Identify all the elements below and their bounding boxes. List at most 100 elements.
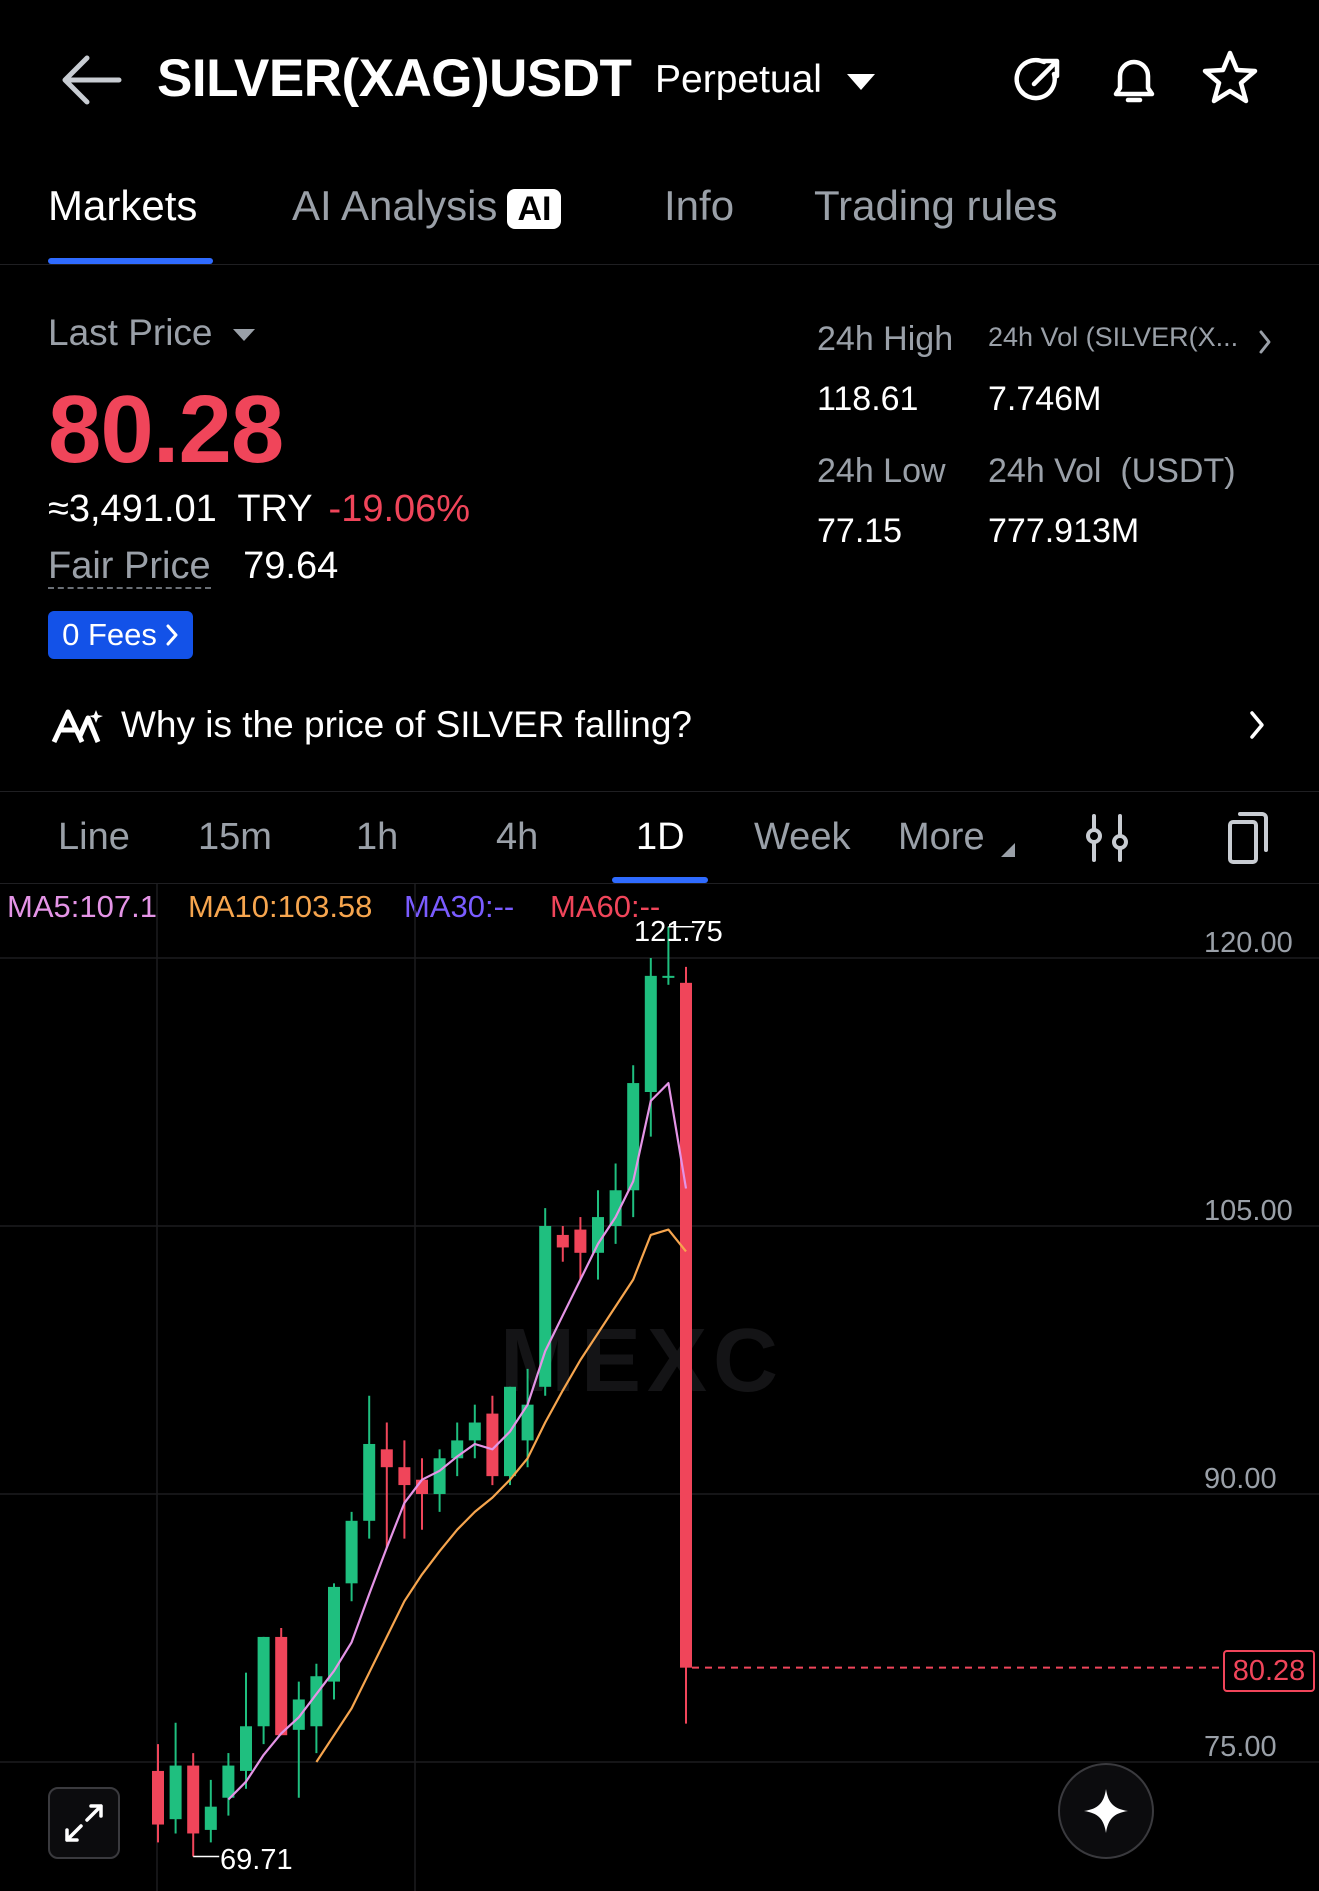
- tf-more[interactable]: More: [898, 816, 1017, 859]
- ma5-line: [227, 1081, 688, 1801]
- candle-body: [644, 975, 657, 1092]
- high-value: 118.61: [817, 380, 919, 418]
- candle-body: [328, 1586, 340, 1682]
- tab-info[interactable]: Info: [664, 182, 735, 229]
- tf-more-label: More: [898, 816, 985, 858]
- candle-body: [363, 1443, 376, 1521]
- candlestick-chart[interactable]: [0, 884, 1319, 1891]
- contract-type-label: Perpetual: [655, 58, 822, 101]
- ai-assistant-button[interactable]: [1058, 1763, 1154, 1859]
- candle-body: [222, 1765, 235, 1798]
- candle-body: [240, 1726, 252, 1771]
- caret-down-icon: [232, 329, 255, 342]
- fair-price-value: 79.64: [243, 545, 339, 587]
- tf-line[interactable]: Line: [58, 816, 130, 858]
- candle-body: [486, 1413, 499, 1477]
- layout-toggle-button[interactable]: [1224, 810, 1270, 871]
- price-approx: ≈3,491.01: [48, 488, 217, 530]
- tf-week[interactable]: Week: [754, 816, 851, 858]
- tf-1d[interactable]: 1D: [636, 816, 685, 858]
- candle-body: [574, 1229, 587, 1253]
- tf-4h[interactable]: 4h: [496, 816, 539, 858]
- active-tab-indicator: [48, 258, 213, 264]
- candle-body: [398, 1467, 411, 1486]
- candle-body: [609, 1190, 622, 1226]
- last-price-label: Last Price: [48, 312, 213, 353]
- favorite-button[interactable]: [1198, 46, 1262, 110]
- candle-body: [169, 1765, 182, 1820]
- candle-body: [380, 1449, 393, 1468]
- tf-15m[interactable]: 15m: [198, 816, 272, 858]
- candle-body: [468, 1422, 481, 1441]
- candle-body: [292, 1699, 305, 1730]
- ma30-label: MA30:--: [404, 889, 515, 924]
- candle-body: [662, 975, 675, 978]
- fair-price-row: Fair Price 79.64: [48, 545, 339, 589]
- corner-caret-icon: [1001, 843, 1016, 857]
- active-timeframe-indicator: [612, 877, 708, 883]
- y-tick-90: 90.00: [1204, 1463, 1277, 1495]
- contract-type-dropdown[interactable]: Perpetual: [655, 58, 877, 102]
- candle-body: [257, 1636, 270, 1727]
- pair-title[interactable]: SILVER(XAG)USDT: [157, 49, 632, 108]
- price-currency: TRY: [237, 488, 312, 530]
- question-divider: [0, 791, 1319, 792]
- y-tick-105: 105.00: [1204, 1195, 1293, 1227]
- fair-price-label[interactable]: Fair Price: [48, 545, 211, 589]
- vol-usdt-value: 777.913M: [988, 512, 1140, 550]
- candle-body: [204, 1806, 217, 1830]
- alert-button[interactable]: [1102, 48, 1166, 112]
- sparkle-icon: [1084, 1789, 1128, 1833]
- vol-base-label: 24h Vol (SILVER(X...: [988, 322, 1239, 352]
- tab-trading-rules[interactable]: Trading rules: [814, 182, 1058, 229]
- device-rotate-icon: [1228, 812, 1268, 864]
- chevron-right-icon: [1250, 711, 1264, 739]
- candle-body: [275, 1636, 288, 1736]
- candle-body: [627, 1083, 640, 1191]
- price-change: -19.06%: [328, 488, 471, 530]
- indicator-settings-button[interactable]: [1082, 812, 1132, 869]
- low-value: 77.15: [817, 512, 903, 550]
- star-icon: [1202, 50, 1258, 104]
- share-icon: [1014, 57, 1060, 101]
- low-label: 24h Low: [817, 452, 946, 490]
- price-conversion: ≈3,491.01 TRY -19.06%: [48, 488, 470, 531]
- ai-question-text: Why is the price of SILVER falling?: [121, 704, 693, 745]
- candle-body: [521, 1404, 534, 1441]
- candle-body: [433, 1458, 446, 1494]
- candle-body: [187, 1765, 200, 1834]
- tab-ai-analysis-label: AI Analysis: [292, 182, 498, 229]
- candle-body: [345, 1520, 358, 1584]
- vol-base-value: 7.746M: [988, 380, 1102, 418]
- high-label: 24h High: [817, 320, 954, 358]
- timeframe-divider: [0, 883, 1319, 884]
- back-arrow-icon: [62, 55, 122, 105]
- fees-label: 0 Fees: [62, 617, 157, 652]
- tabs-divider: [0, 264, 1319, 265]
- vol-usdt-label: 24h Vol (USDT): [988, 452, 1236, 490]
- ma10-label: MA10:103.58: [188, 889, 373, 924]
- high-marker-label: 121.75: [634, 916, 723, 948]
- ai-question-row[interactable]: Why is the price of SILVER falling?: [0, 690, 1319, 760]
- tab-markets[interactable]: Markets: [48, 182, 198, 229]
- share-button[interactable]: [1006, 48, 1070, 112]
- last-price-tag: 80.28: [1223, 1650, 1315, 1692]
- fullscreen-button[interactable]: [48, 1787, 120, 1859]
- tab-ai-analysis[interactable]: AI Analysis AI: [292, 182, 562, 230]
- ma10-line: [315, 1228, 687, 1763]
- low-marker-label: 69.71: [220, 1844, 293, 1876]
- tf-1h[interactable]: 1h: [356, 816, 399, 858]
- fees-badge[interactable]: 0 Fees: [48, 611, 193, 659]
- chevron-right-icon: [166, 624, 178, 646]
- last-price-selector[interactable]: Last Price: [48, 312, 257, 354]
- y-tick-120: 120.00: [1204, 927, 1293, 959]
- expand-icon: [65, 1804, 103, 1842]
- bell-icon: [1113, 59, 1155, 103]
- caret-down-icon: [846, 73, 875, 90]
- back-button[interactable]: [55, 48, 125, 112]
- vol-base-link[interactable]: 24h Vol (SILVER(X...: [988, 322, 1273, 355]
- ma60-label: MA60:--: [550, 889, 661, 924]
- ai-badge: AI: [507, 188, 562, 229]
- candle-body: [556, 1234, 569, 1248]
- candle-body: [152, 1770, 164, 1825]
